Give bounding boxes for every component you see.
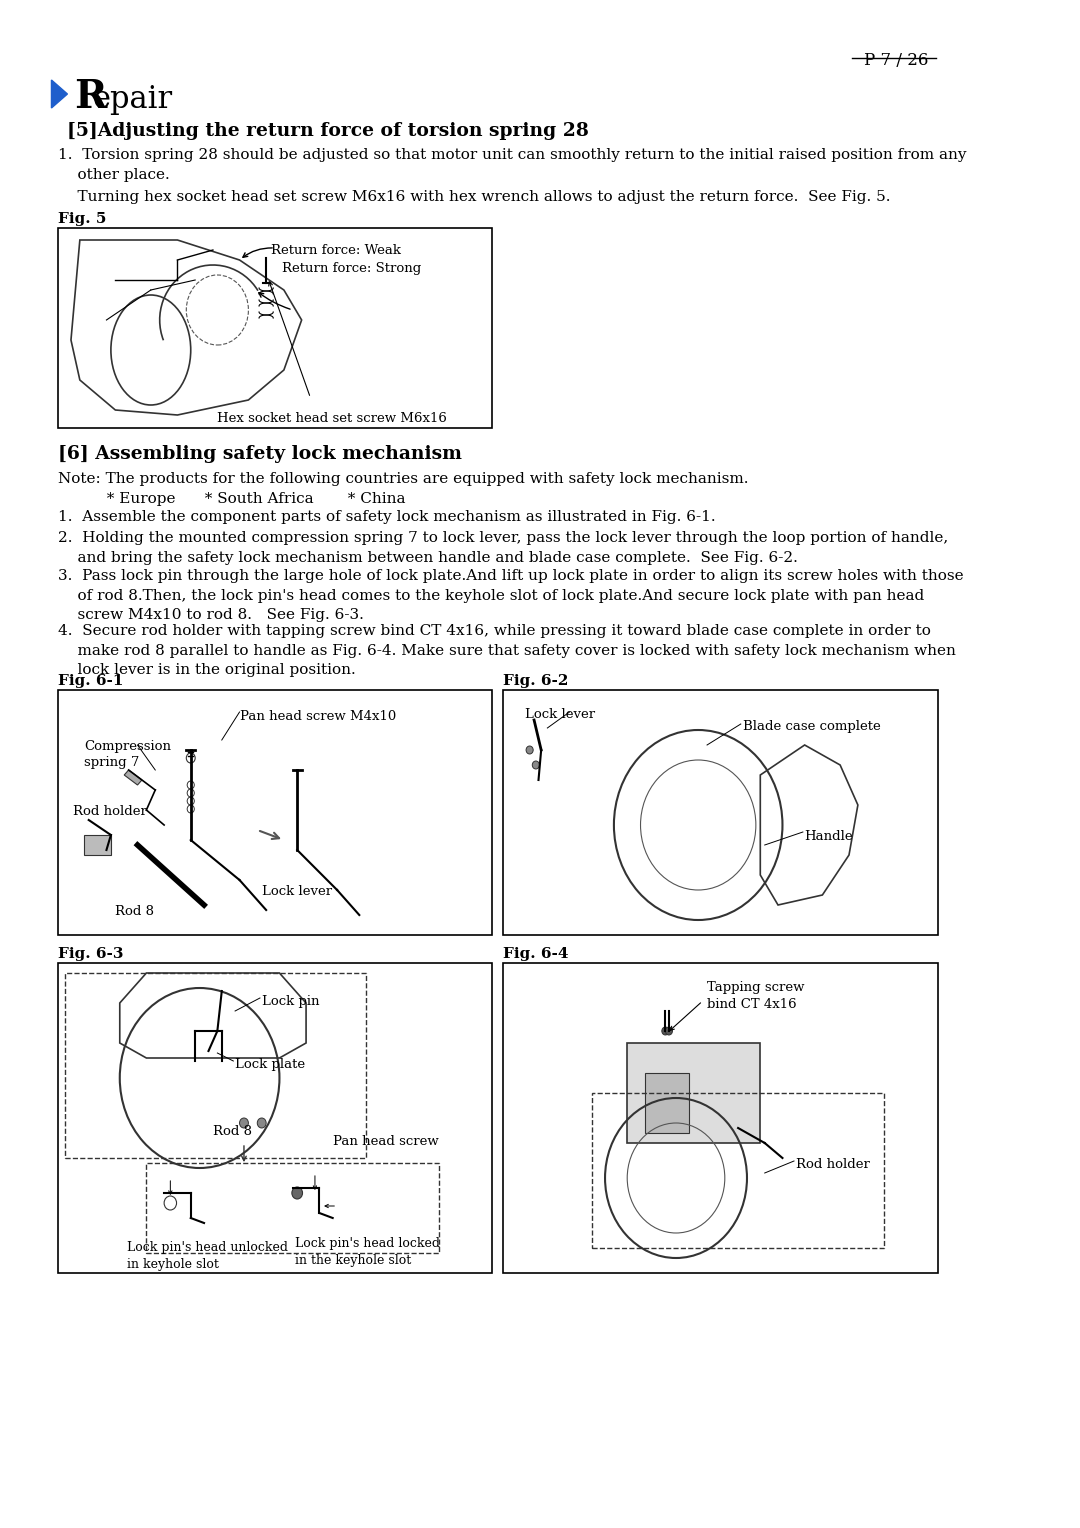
Text: 3.  Pass lock pin through the large hole of lock plate.And lift up lock plate in: 3. Pass lock pin through the large hole … [57, 568, 963, 622]
Text: Rod 8: Rod 8 [116, 905, 154, 918]
Bar [57, 963, 492, 1273]
Text: [5]Adjusting the return force of torsion spring 28: [5]Adjusting the return force of torsion… [67, 122, 589, 141]
Bar [84, 834, 111, 856]
Text: epair: epair [92, 84, 173, 115]
Text: 1.  Torsion spring 28 should be adjusted so that motor unit can smoothly return : 1. Torsion spring 28 should be adjusted … [57, 148, 967, 182]
Polygon shape [52, 79, 67, 108]
Text: Lock lever: Lock lever [261, 885, 332, 898]
Polygon shape [124, 770, 141, 785]
Circle shape [532, 761, 539, 769]
Circle shape [292, 1187, 302, 1199]
Text: Rod holder: Rod holder [796, 1158, 869, 1170]
Text: Lock plate: Lock plate [235, 1057, 306, 1071]
Text: Fig. 6-4: Fig. 6-4 [503, 947, 568, 961]
Text: Return force: Strong: Return force: Strong [282, 261, 421, 275]
Text: Fig. 6-1: Fig. 6-1 [57, 674, 123, 688]
Text: Pan head screw: Pan head screw [333, 1135, 438, 1148]
Bar [65, 973, 366, 1158]
Text: Compression
spring 7: Compression spring 7 [84, 740, 172, 769]
Text: Lock pin's head unlocked
in keyhole slot: Lock pin's head unlocked in keyhole slot [126, 1241, 288, 1271]
Bar [592, 1093, 885, 1248]
Text: R: R [75, 78, 107, 116]
Circle shape [662, 1027, 669, 1034]
Text: Tapping screw
bind CT 4x16: Tapping screw bind CT 4x16 [707, 981, 805, 1012]
Text: Lock pin: Lock pin [261, 995, 320, 1008]
Bar [503, 963, 937, 1273]
Text: Fig. 6-2: Fig. 6-2 [503, 674, 568, 688]
Text: 2.  Holding the mounted compression spring 7 to lock lever, pass the lock lever : 2. Holding the mounted compression sprin… [57, 532, 948, 564]
Text: Turning hex socket head set screw M6x16 with hex wrench allows to adjust the ret: Turning hex socket head set screw M6x16 … [57, 189, 890, 205]
Text: Lock pin's head locked
in the keyhole slot: Lock pin's head locked in the keyhole sl… [296, 1238, 441, 1267]
Text: Hex socket head set screw M6x16: Hex socket head set screw M6x16 [217, 413, 447, 425]
Text: Fig. 5: Fig. 5 [57, 212, 106, 226]
Circle shape [665, 1027, 673, 1034]
Text: Lock lever: Lock lever [525, 707, 595, 721]
Bar [645, 1073, 689, 1132]
Circle shape [240, 1118, 248, 1128]
Circle shape [257, 1118, 266, 1128]
Text: P 7 / 26: P 7 / 26 [864, 52, 928, 69]
Bar [57, 691, 492, 935]
Circle shape [526, 746, 534, 753]
Text: Fig. 6-3: Fig. 6-3 [57, 947, 123, 961]
Text: 4.  Secure rod holder with tapping screw bind CT 4x16, while pressing it toward : 4. Secure rod holder with tapping screw … [57, 623, 956, 677]
Text: Return force: Weak: Return force: Weak [271, 244, 401, 257]
Bar [147, 1163, 440, 1253]
Text: Note: The products for the following countries are equipped with safety lock mec: Note: The products for the following cou… [57, 472, 748, 506]
Text: Blade case complete: Blade case complete [743, 720, 880, 733]
Text: [6] Assembling safety lock mechanism: [6] Assembling safety lock mechanism [57, 445, 461, 463]
Text: Pan head screw M4x10: Pan head screw M4x10 [240, 711, 395, 723]
Bar [503, 691, 937, 935]
Text: Rod holder: Rod holder [72, 805, 147, 817]
Text: Rod 8: Rod 8 [213, 1125, 252, 1138]
Text: 1.  Assemble the component parts of safety lock mechanism as illustrated in Fig.: 1. Assemble the component parts of safet… [57, 510, 715, 524]
Text: Handle: Handle [805, 830, 853, 843]
Bar [627, 1044, 760, 1143]
Bar [57, 228, 492, 428]
